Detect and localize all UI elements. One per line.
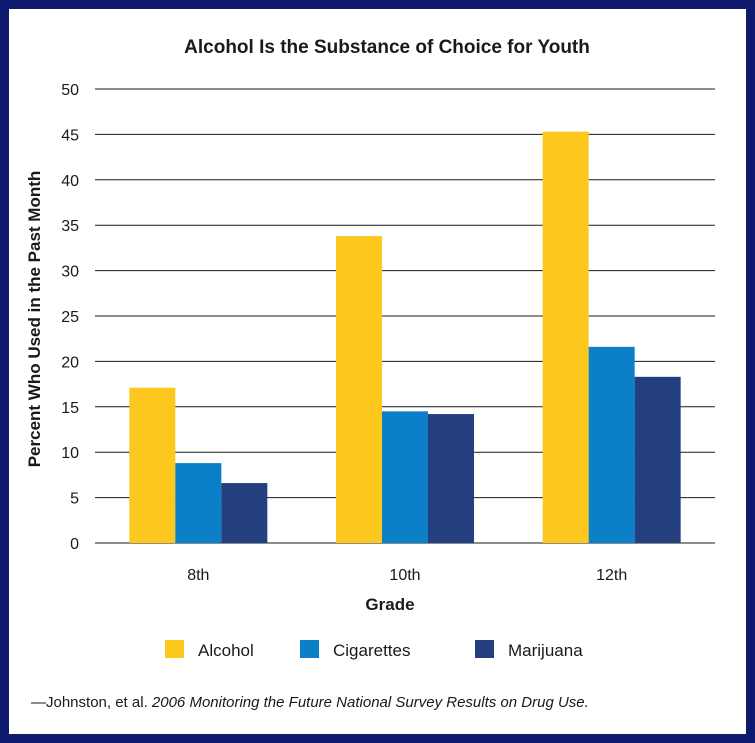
bar-alcohol-8th bbox=[129, 387, 176, 543]
y-tick-label: 25 bbox=[61, 309, 79, 326]
bar-cigarettes-8th bbox=[175, 463, 222, 543]
y-tick-label: 40 bbox=[61, 173, 79, 190]
bar-alcohol-12th bbox=[542, 131, 589, 543]
legend-label-alcohol: Alcohol bbox=[198, 641, 254, 660]
legend-label-marijuana: Marijuana bbox=[508, 641, 583, 660]
y-tick-label: 20 bbox=[61, 354, 79, 371]
bar-cigarettes-10th bbox=[382, 411, 428, 543]
source-prefix: —Johnston, et al. bbox=[31, 694, 152, 711]
chart-panel: Alcohol Is the Substance of Choice for Y… bbox=[9, 9, 746, 734]
legend-swatch-cigarettes bbox=[300, 640, 319, 658]
y-tick-label: 35 bbox=[61, 218, 79, 235]
y-axis-ticks: 0 5 10 15 20 25 30 35 40 45 50 bbox=[61, 82, 79, 553]
legend-label-cigarettes: Cigarettes bbox=[333, 641, 410, 660]
chart-title: Alcohol Is the Substance of Choice for Y… bbox=[184, 37, 590, 58]
bar-cigarettes-12th bbox=[588, 346, 635, 543]
y-tick-label: 45 bbox=[61, 127, 79, 144]
legend-swatch-alcohol bbox=[165, 640, 184, 658]
bar-marijuana-12th bbox=[634, 376, 681, 543]
source-citation: —Johnston, et al. 2006 Monitoring the Fu… bbox=[31, 694, 589, 711]
bar-chart: Alcohol Is the Substance of Choice for Y… bbox=[25, 37, 715, 660]
source-title: 2006 Monitoring the Future National Surv… bbox=[151, 694, 589, 711]
y-axis-label: Percent Who Used in the Past Month bbox=[25, 171, 44, 468]
y-tick-label: 30 bbox=[61, 264, 79, 281]
x-axis-ticks: 8th 10th 12th bbox=[187, 567, 627, 584]
y-tick-label: 10 bbox=[61, 445, 79, 462]
bar-marijuana-8th bbox=[221, 483, 268, 543]
x-tick-label: 8th bbox=[187, 567, 209, 584]
y-tick-label: 50 bbox=[61, 82, 79, 99]
legend: Alcohol Cigarettes Marijuana bbox=[165, 640, 583, 660]
bars bbox=[129, 131, 681, 543]
y-tick-label: 15 bbox=[61, 400, 79, 417]
y-tick-label: 0 bbox=[70, 536, 79, 553]
x-tick-label: 12th bbox=[596, 567, 627, 584]
x-tick-label: 10th bbox=[389, 567, 420, 584]
x-axis-label: Grade bbox=[365, 595, 414, 614]
bar-alcohol-10th bbox=[336, 236, 382, 543]
bar-marijuana-10th bbox=[428, 414, 474, 543]
y-tick-label: 5 bbox=[70, 491, 79, 508]
legend-swatch-marijuana bbox=[475, 640, 494, 658]
